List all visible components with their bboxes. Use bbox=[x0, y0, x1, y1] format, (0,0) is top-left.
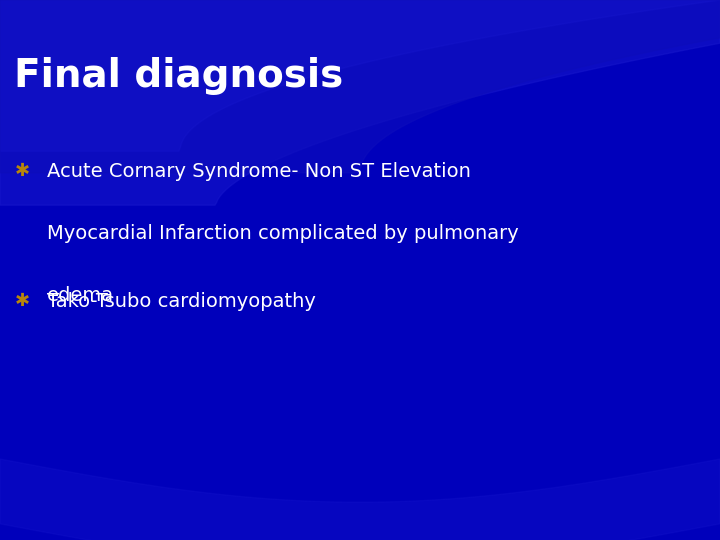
Text: Final diagnosis: Final diagnosis bbox=[14, 57, 343, 94]
Text: ✱: ✱ bbox=[14, 162, 30, 180]
Text: edema: edema bbox=[47, 286, 114, 305]
Text: Myocardial Infarction complicated by pulmonary: Myocardial Infarction complicated by pul… bbox=[47, 224, 518, 243]
Text: Tako-Tsubo cardiomyopathy: Tako-Tsubo cardiomyopathy bbox=[47, 292, 315, 310]
Text: Acute Cornary Syndrome- Non ST Elevation: Acute Cornary Syndrome- Non ST Elevation bbox=[47, 162, 471, 181]
Text: ✱: ✱ bbox=[14, 292, 30, 309]
